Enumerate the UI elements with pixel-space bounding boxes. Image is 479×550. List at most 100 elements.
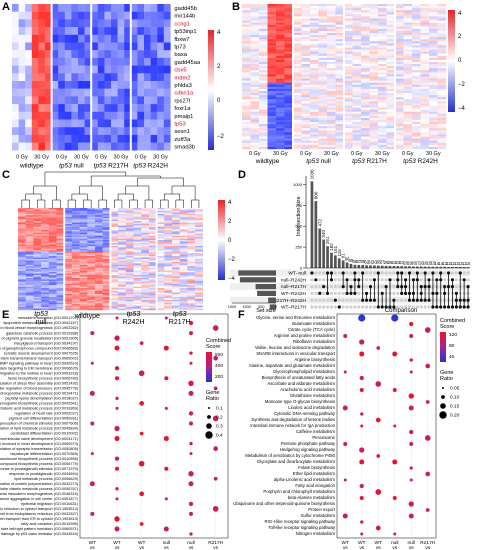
heatmap-b-cell xyxy=(395,126,404,129)
heatmap-b-cell xyxy=(344,115,353,119)
heatmap-b-cell xyxy=(386,35,396,38)
heatmap-a-cell xyxy=(124,142,131,151)
heatmap-b-cell xyxy=(284,51,294,54)
heatmap-b-cell xyxy=(310,132,319,135)
heatmap-b-cell xyxy=(284,39,294,42)
heatmap-b-cell xyxy=(310,120,319,123)
heatmap-c-cell xyxy=(125,299,134,302)
heatmap-c-cell xyxy=(133,296,142,299)
heatmap-c-cell xyxy=(95,256,103,258)
heatmap-c-cell xyxy=(195,225,203,228)
heatmap-c-cell xyxy=(87,276,96,279)
panel-f: F Glycine, serine and threonine metaboli… xyxy=(233,309,465,550)
heatmap-b-cell xyxy=(386,62,396,65)
term-label: axial mesoderm morphogenesis (GO:0048319… xyxy=(0,492,79,496)
dose-label: 0 Gy xyxy=(402,151,414,157)
heatmap-b-cell xyxy=(250,140,260,143)
heatmap-a-cell xyxy=(18,42,26,51)
gene-label: cbx5 xyxy=(174,68,186,74)
heatmap-a-cell xyxy=(51,119,59,128)
heatmap-b-cell xyxy=(267,132,277,135)
heatmap-c-cell xyxy=(148,283,157,286)
heatmap-c-cell xyxy=(141,304,150,306)
heatmap-b-cell xyxy=(412,126,421,129)
heatmap-b-cell xyxy=(284,28,294,32)
heatmap-b-cell xyxy=(361,51,370,54)
heatmap-a-cell xyxy=(38,119,46,128)
heatmap-a-cell xyxy=(97,96,105,105)
heatmap-c-cell xyxy=(64,305,73,308)
heatmap-b-cell xyxy=(412,86,421,90)
term-label: SNARE interactions in vesicular transpor… xyxy=(256,351,336,356)
heatmap-b-cell xyxy=(378,97,387,100)
heatmap-b-cell xyxy=(318,51,328,54)
heatmap-b-cell xyxy=(420,45,430,48)
heatmap-b-cell xyxy=(250,95,260,98)
heatmap-b-cell xyxy=(250,57,260,61)
heatmap-b-cell xyxy=(412,18,421,21)
heatmap-b-cell xyxy=(378,91,387,94)
heatmap-c-cell xyxy=(71,251,80,254)
heatmap-a-cell xyxy=(18,73,26,82)
heatmap-c-cell xyxy=(79,218,88,220)
heatmap-b-cell xyxy=(293,43,302,46)
heatmap-c-cell xyxy=(156,218,165,220)
heatmap-a-cell xyxy=(117,127,125,136)
heatmap-c-cell xyxy=(195,248,203,251)
heatmap-c-cell xyxy=(25,256,34,258)
heatmap-b-cell xyxy=(259,82,268,85)
heatmap-c-cell xyxy=(179,208,188,210)
heatmap-c-cell xyxy=(156,286,165,289)
heatmap-c-cell xyxy=(195,232,203,235)
heatmap-b-cell xyxy=(378,26,387,30)
heatmap-c-cell xyxy=(164,260,173,263)
heatmap-c-cell xyxy=(71,238,80,241)
heatmap-a-cell xyxy=(104,19,112,28)
heatmap-c-cell xyxy=(118,288,126,290)
heatmap-c-cell xyxy=(187,289,196,292)
heatmap-b-cell xyxy=(301,132,311,135)
heatmap-c-cell xyxy=(195,293,203,296)
heatmap-c-cell xyxy=(125,229,134,232)
heatmap-b-cell xyxy=(369,28,379,32)
heatmap-c-cell xyxy=(18,292,26,295)
heatmap-c-cell xyxy=(33,250,42,252)
legend-score-tick: 400 xyxy=(215,363,223,369)
heatmap-a-cell xyxy=(31,19,39,28)
heatmap-b-cell xyxy=(429,62,438,65)
heatmap-c-cell xyxy=(179,283,188,286)
heatmap-c-cell xyxy=(33,242,42,245)
heatmap-c-cell xyxy=(48,226,57,229)
heatmap-b-cell xyxy=(369,59,379,63)
heatmap-b-cell xyxy=(301,88,311,92)
upset-matrix-dot xyxy=(314,305,318,309)
heatmap-c-cell xyxy=(110,263,119,266)
heatmap-c-cell xyxy=(156,212,165,215)
upset-matrix-dot xyxy=(322,285,326,289)
enrichment-dot xyxy=(376,346,381,350)
group-label: R217H xyxy=(169,319,191,326)
heatmap-c-cell xyxy=(141,235,150,238)
heatmap-c-cell xyxy=(156,225,165,228)
heatmap-b-cell xyxy=(301,70,311,73)
heatmap-c-cell xyxy=(187,295,196,298)
heatmap-a-cell xyxy=(137,65,145,74)
heatmap-c-cell xyxy=(71,225,80,228)
heatmap-b-cell xyxy=(429,18,438,21)
heatmap-c-cell xyxy=(56,308,65,311)
heatmap-b-cell xyxy=(361,22,370,25)
heatmap-c-cell xyxy=(41,209,49,212)
heatmap-a-cell xyxy=(12,134,19,143)
heatmap-a-cell xyxy=(91,104,98,112)
heatmap-b-cell xyxy=(335,124,345,127)
heatmap-a-cell xyxy=(124,127,131,136)
upset-matrix-dot xyxy=(322,278,326,282)
heatmap-c-cell xyxy=(125,263,134,266)
heatmap-b-cell xyxy=(369,88,379,92)
heatmap-c-cell xyxy=(195,288,203,290)
heatmap-b-cell xyxy=(335,24,345,27)
heatmap-c-cell xyxy=(187,244,196,247)
upset-matrix-dot xyxy=(450,271,455,275)
heatmap-b-cell xyxy=(437,76,447,79)
heatmap-c-cell xyxy=(64,264,73,267)
